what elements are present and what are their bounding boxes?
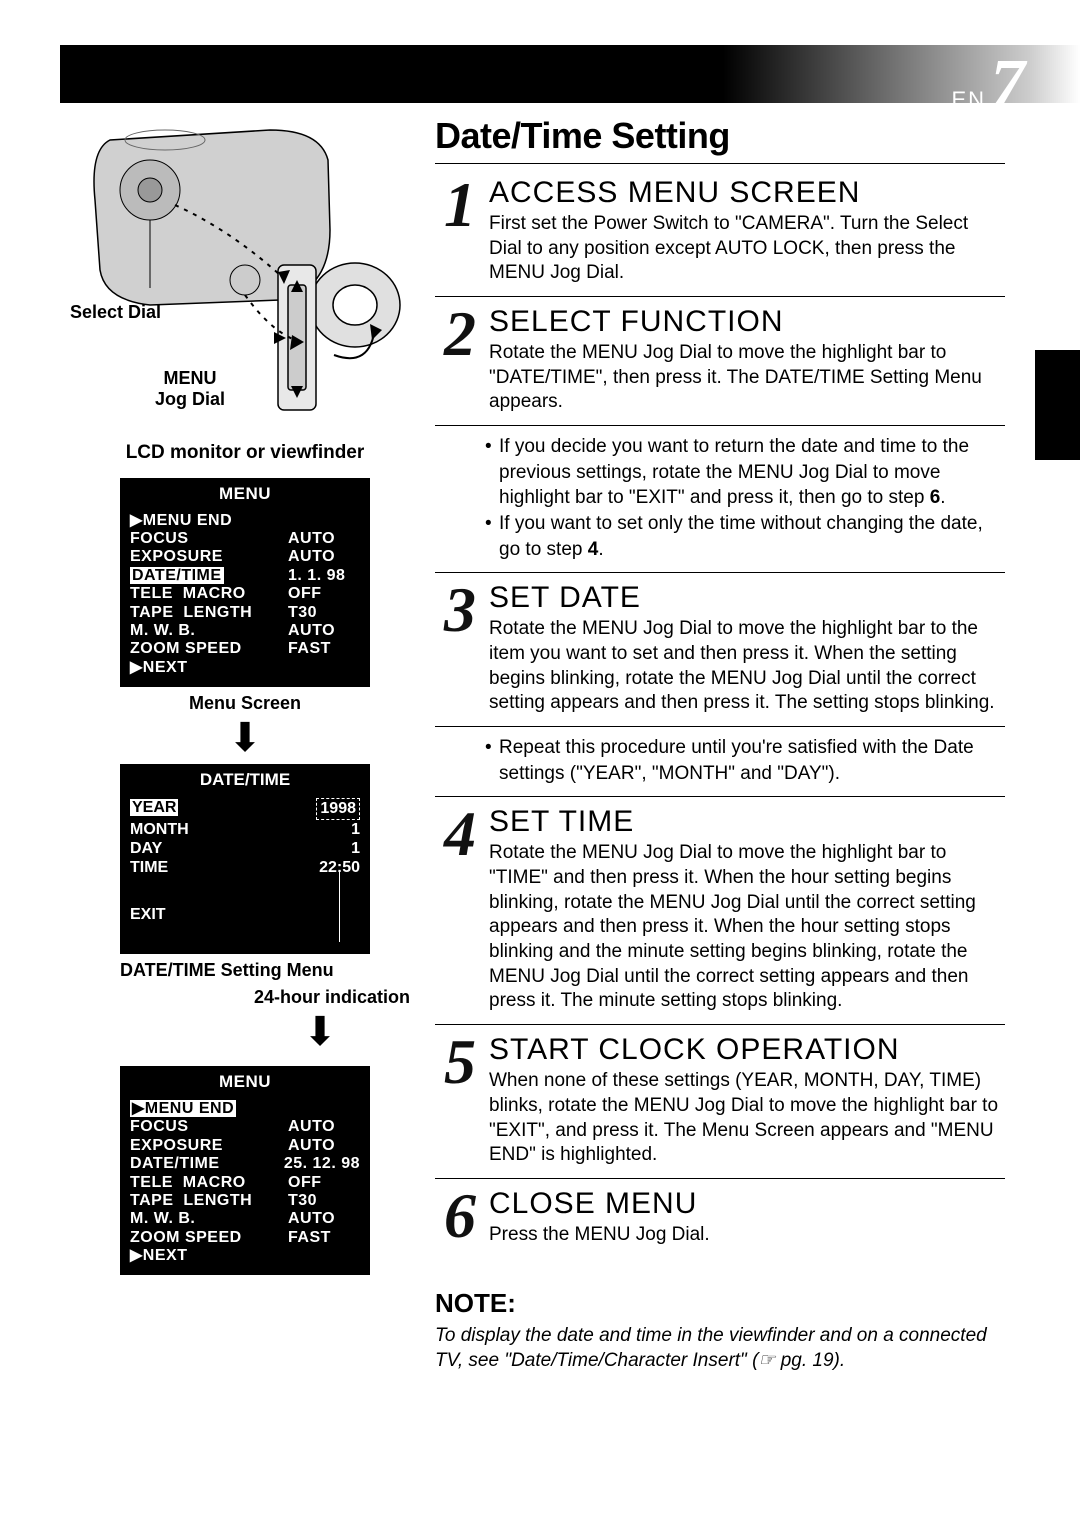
step-heading: ACCESS MENU SCREEN <box>489 176 1005 210</box>
step-5: 5 START CLOCK OPERATION When none of the… <box>435 1025 1005 1179</box>
menu-row: DATE/TIME25. 12. 98 <box>130 1155 360 1173</box>
jog-label-2: Jog Dial <box>155 389 225 409</box>
menu-row: ▶NEXT <box>130 1247 360 1265</box>
step-heading: START CLOCK OPERATION <box>489 1033 1005 1067</box>
menu-row: M. W. B.AUTO <box>130 622 360 640</box>
menu-row: ▶MENU END <box>130 1100 360 1118</box>
jog-label-1: MENU <box>164 368 217 388</box>
camera-illustration: Select Dial MENU Jog Dial <box>70 110 410 430</box>
side-black-tab <box>1035 350 1080 460</box>
step-number: 6 <box>435 1187 485 1245</box>
date-time-menu: DATE/TIME YEAR1998MONTH1DAY1TIME22:50 EXI… <box>120 764 370 954</box>
menu-row: EXPOSUREAUTO <box>130 548 360 566</box>
dt-exit: EXIT <box>130 905 360 924</box>
menu-row: TAPE LENGTHT30 <box>130 1192 360 1210</box>
step-6: 6 CLOSE MENU Press the MENU Jog Dial. <box>435 1179 1005 1258</box>
menu2-title: MENU <box>130 1072 360 1092</box>
step-heading: SET TIME <box>489 805 1005 839</box>
menu-row: DATE/TIME1. 1. 98 <box>130 567 360 585</box>
bullet-item: Repeat this procedure until you're satis… <box>485 735 1005 786</box>
bullet-item: If you decide you want to return the dat… <box>485 434 1005 511</box>
step-text: Rotate the MENU Jog Dial to move the hig… <box>489 617 1005 716</box>
step-4: 4 SET TIME Rotate the MENU Jog Dial to m… <box>435 797 1005 1025</box>
menu-row: ▶NEXT <box>130 659 360 677</box>
dt-caption: DATE/TIME Setting Menu <box>70 960 420 981</box>
top-gradient-bar <box>60 45 1080 103</box>
step-number: 5 <box>435 1033 485 1091</box>
indication-label: 24-hour indication <box>70 987 420 1008</box>
step-heading: SELECT FUNCTION <box>489 305 1005 339</box>
menu-row: ZOOM SPEEDFAST <box>130 640 360 658</box>
step-2: 2 SELECT FUNCTION Rotate the MENU Jog Di… <box>435 297 1005 426</box>
menu1-caption: Menu Screen <box>70 693 420 714</box>
dt-row: YEAR1998 <box>130 798 360 819</box>
page-number: EN 7 <box>951 50 1025 120</box>
step-text: First set the Power Switch to "CAMERA". … <box>489 212 1005 286</box>
step-text: Rotate the MENU Jog Dial to move the hig… <box>489 841 1005 1014</box>
jog-dial-label: MENU Jog Dial <box>155 368 225 410</box>
down-arrow-1: ⬇ <box>70 718 420 758</box>
dt-row: MONTH1 <box>130 820 360 839</box>
bullet-item: If you want to set only the time without… <box>485 511 1005 562</box>
dt-row: DAY1 <box>130 839 360 858</box>
dt-title: DATE/TIME <box>130 770 360 790</box>
page-lang: EN <box>951 87 986 113</box>
menu-row: EXPOSUREAUTO <box>130 1137 360 1155</box>
step-number: 2 <box>435 305 485 363</box>
note-heading: NOTE: <box>435 1288 1005 1319</box>
menu-row: TAPE LENGTHT30 <box>130 604 360 622</box>
step-number: 4 <box>435 805 485 863</box>
menu-row: ▶MENU END <box>130 512 360 530</box>
step-text: Press the MENU Jog Dial. <box>489 1223 1005 1248</box>
camera-svg <box>70 110 410 430</box>
step-text: Rotate the MENU Jog Dial to move the hig… <box>489 341 1005 415</box>
step-number: 3 <box>435 581 485 639</box>
select-dial-label: Select Dial <box>70 302 161 323</box>
right-column: Date/Time Setting 1 ACCESS MENU SCREEN F… <box>435 115 1005 1374</box>
menu-row: M. W. B.AUTO <box>130 1210 360 1228</box>
step-heading: CLOSE MENU <box>489 1187 1005 1221</box>
note-text: To display the date and time in the view… <box>435 1323 1005 1374</box>
page-num: 7 <box>990 50 1025 120</box>
step-text: When none of these settings (YEAR, MONTH… <box>489 1069 1005 1168</box>
menu1-title: MENU <box>130 484 360 504</box>
step-3-notes: Repeat this procedure until you're satis… <box>435 727 1005 797</box>
left-column: Select Dial MENU Jog Dial LCD monitor or… <box>70 110 420 1275</box>
menu-row: FOCUSAUTO <box>130 530 360 548</box>
step-heading: SET DATE <box>489 581 1005 615</box>
dt-row: TIME22:50 <box>130 858 360 877</box>
menu-row: TELE MACROOFF <box>130 585 360 603</box>
step-2-notes: If you decide you want to return the dat… <box>435 426 1005 573</box>
lcd-caption: LCD monitor or viewfinder <box>70 442 420 464</box>
step-number: 1 <box>435 176 485 234</box>
step-1: 1 ACCESS MENU SCREEN First set the Power… <box>435 168 1005 297</box>
menu-row: TELE MACROOFF <box>130 1174 360 1192</box>
menu-row: FOCUSAUTO <box>130 1118 360 1136</box>
step-3: 3 SET DATE Rotate the MENU Jog Dial to m… <box>435 573 1005 727</box>
menu-screen-2: MENU ▶MENU ENDFOCUSAUTOEXPOSUREAUTODATE/… <box>120 1066 370 1275</box>
down-arrow-2: ⬇ <box>220 1012 420 1052</box>
menu-screen-1: MENU ▶MENU ENDFOCUSAUTOEXPOSUREAUTODATE/… <box>120 478 370 687</box>
menu-row: ZOOM SPEEDFAST <box>130 1229 360 1247</box>
main-title: Date/Time Setting <box>435 115 1005 164</box>
